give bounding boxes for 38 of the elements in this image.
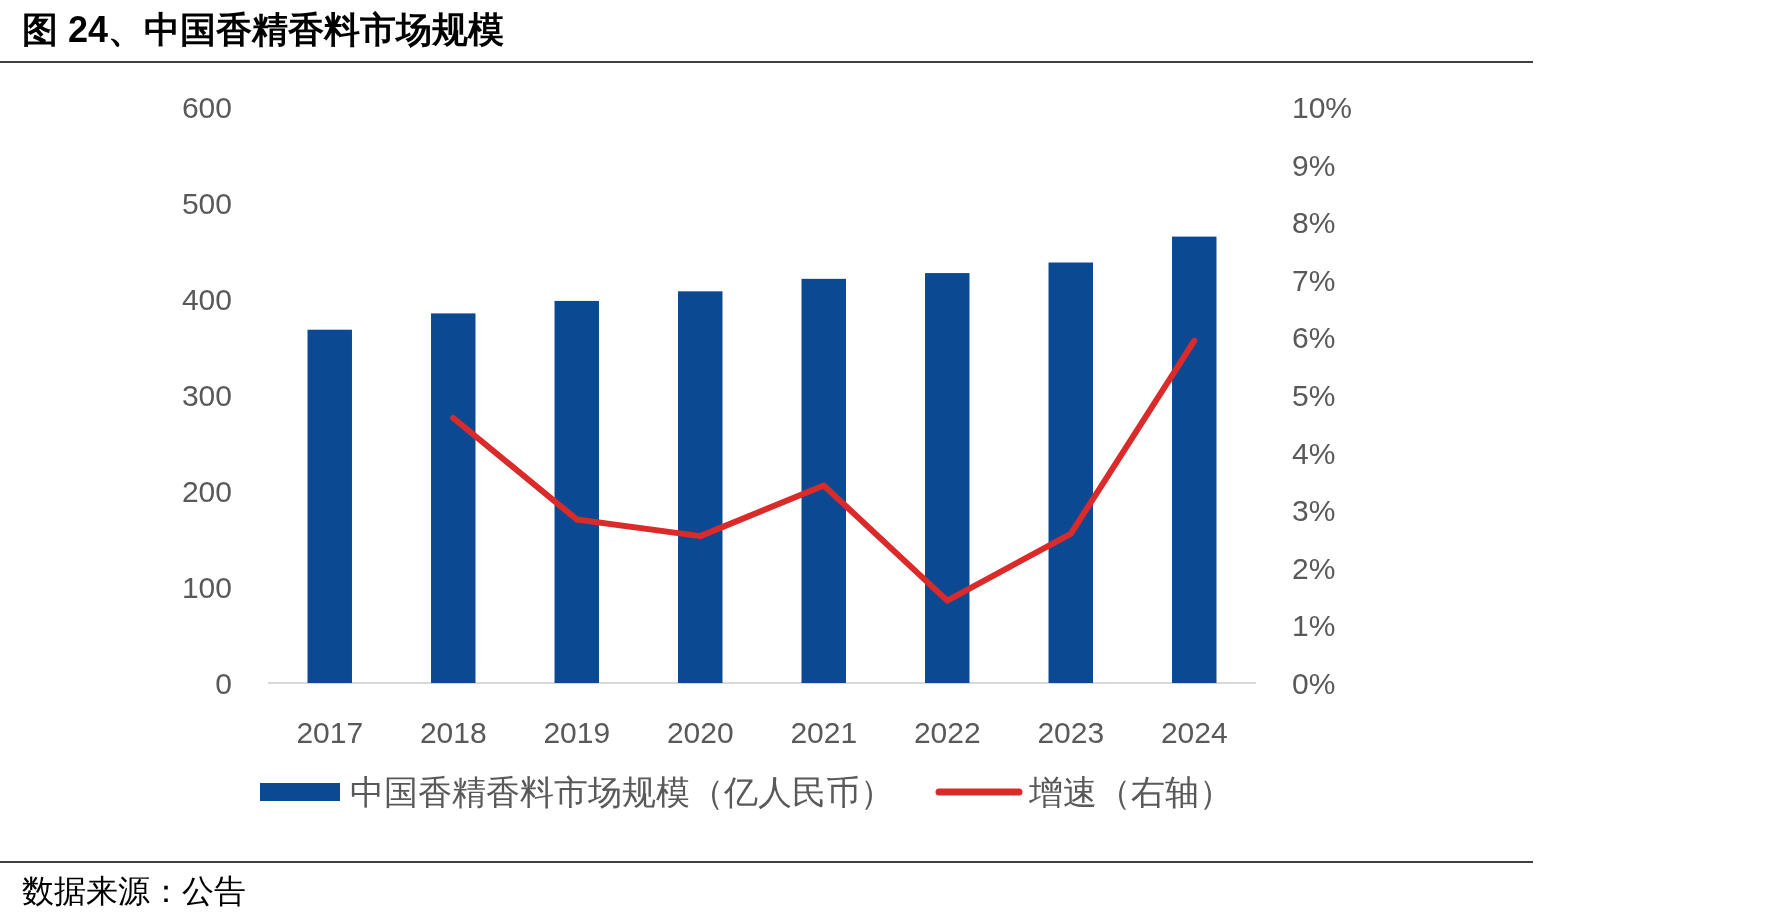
y-tick-label: 100 — [181, 571, 232, 604]
x-tick-label: 2023 — [1037, 716, 1105, 749]
legend-label: 中国香精香料市场规模（亿人民币） — [350, 773, 894, 811]
y2-tick-label: 8% — [1292, 206, 1336, 240]
bar — [925, 273, 970, 683]
y-tick-label: 200 — [181, 475, 232, 508]
x-tick-label: 2020 — [666, 716, 734, 749]
bar — [1172, 236, 1217, 683]
legend-label: 增速（右轴） — [1028, 773, 1233, 811]
source-note: 数据来源：公告 — [22, 873, 246, 909]
y2-tick-label: 2% — [1292, 551, 1336, 585]
y-tick-label: 500 — [181, 187, 232, 220]
y2-tick-label: 3% — [1292, 494, 1336, 528]
x-tick-label: 2021 — [790, 716, 858, 749]
bar — [801, 278, 846, 683]
y2-tick-label: 9% — [1292, 148, 1336, 182]
chart-title: 图 24、中国香精香料市场规模 — [22, 9, 505, 50]
y2-tick-label: 7% — [1292, 263, 1336, 297]
bar — [554, 300, 599, 683]
bar — [1048, 262, 1093, 683]
y2-tick-label: 0% — [1292, 667, 1336, 700]
y-tick-label: 400 — [181, 283, 232, 316]
bar — [678, 291, 723, 683]
y2-tick-label: 1% — [1292, 609, 1336, 643]
bar — [431, 313, 476, 683]
x-tick-label: 2024 — [1160, 716, 1228, 749]
y2-tick-label: 10% — [1292, 91, 1353, 124]
bar — [307, 329, 352, 683]
x-tick-label: 2017 — [296, 716, 364, 749]
y-tick-label: 600 — [181, 91, 232, 124]
y2-tick-label: 6% — [1292, 321, 1336, 355]
y2-tick-label: 4% — [1292, 436, 1336, 470]
y2-tick-label: 5% — [1292, 379, 1336, 412]
x-tick-label: 2019 — [543, 716, 611, 749]
y-tick-label: 300 — [181, 379, 232, 412]
y-tick-label: 0 — [215, 667, 232, 700]
x-tick-label: 2018 — [419, 716, 487, 749]
x-tick-label: 2022 — [913, 716, 981, 749]
